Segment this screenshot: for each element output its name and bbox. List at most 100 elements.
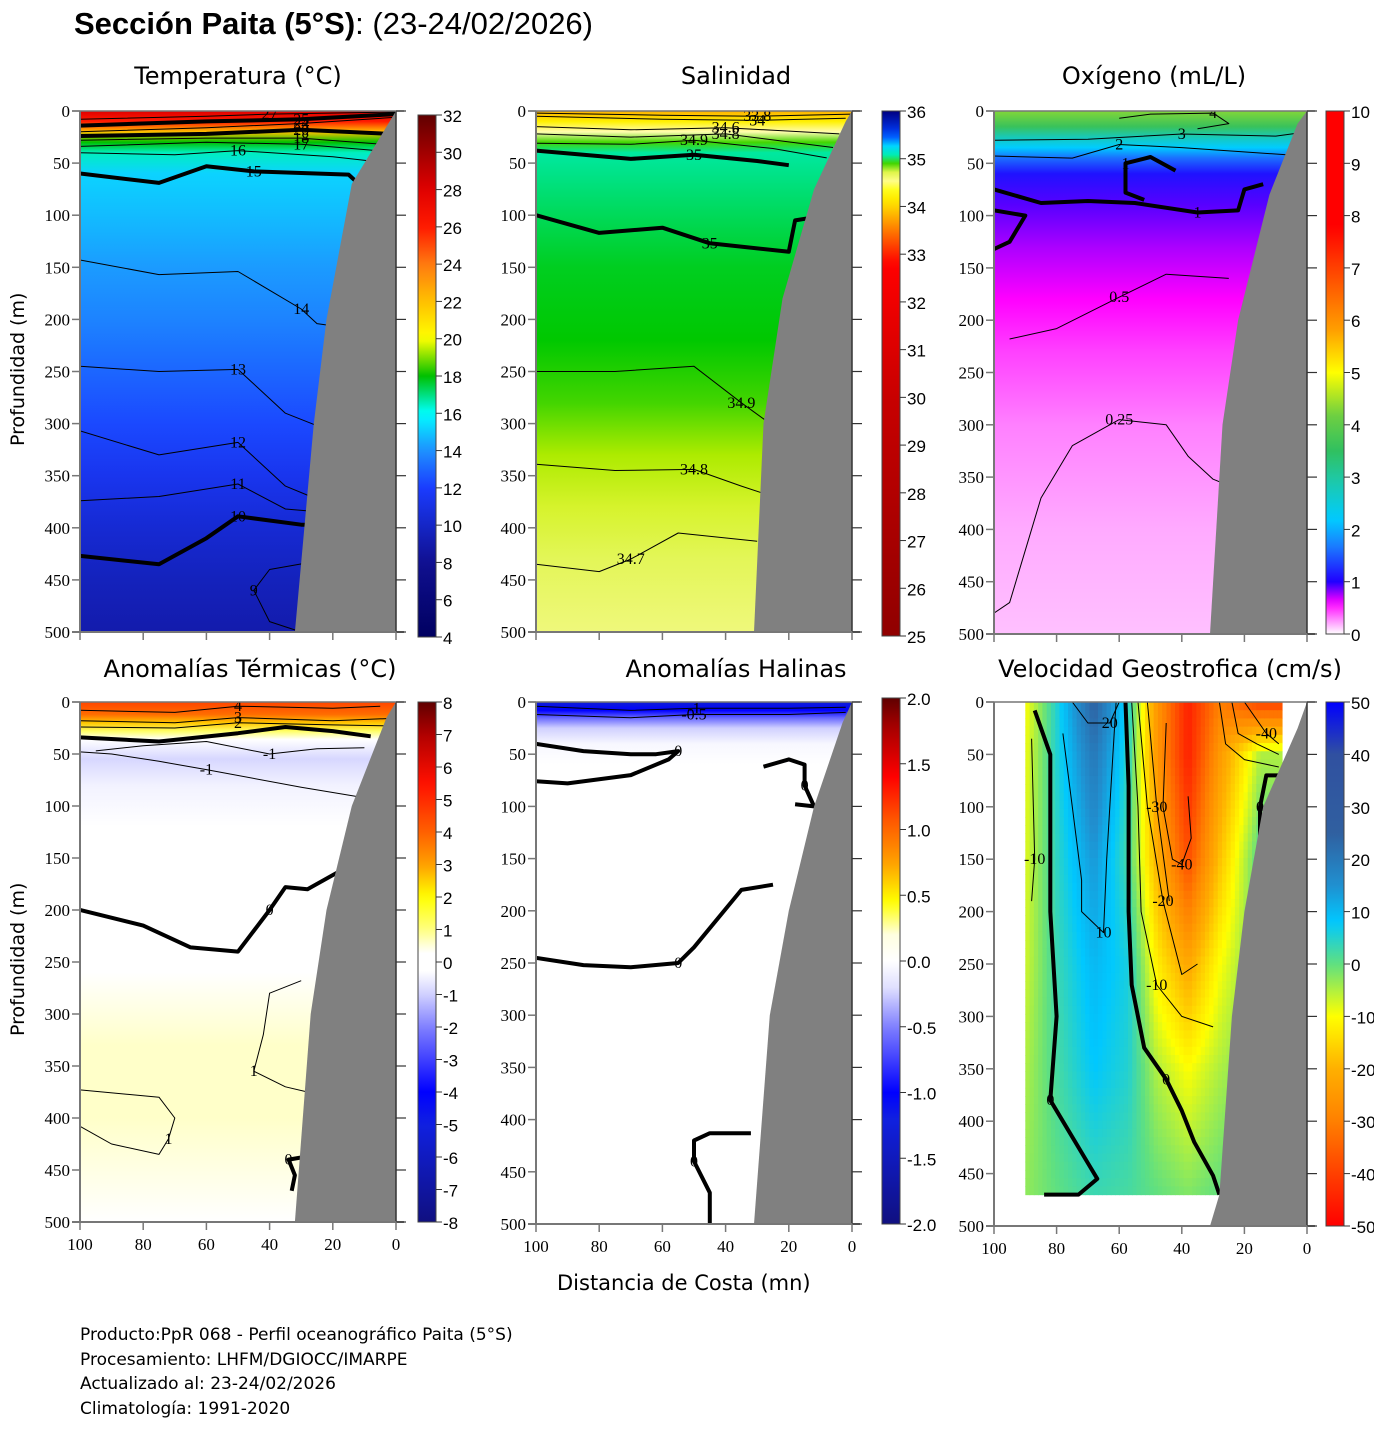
heatmap-cell bbox=[1132, 849, 1138, 859]
heatmap-cell bbox=[1192, 702, 1198, 711]
heatmap-cell bbox=[1025, 1038, 1031, 1048]
heatmap-cell bbox=[1046, 702, 1052, 711]
heatmap-cell bbox=[1080, 1030, 1086, 1040]
heatmap-cell bbox=[1059, 702, 1065, 711]
heatmap-cell bbox=[1055, 1178, 1061, 1187]
heatmap-cell bbox=[1204, 792, 1210, 802]
heatmap-cell bbox=[1093, 751, 1099, 761]
heatmap-cell bbox=[1080, 1145, 1086, 1155]
heatmap-cell bbox=[1050, 792, 1056, 802]
heatmap-cell bbox=[1187, 1137, 1193, 1146]
heatmap-cell bbox=[1187, 1145, 1193, 1155]
heatmap-cell bbox=[1068, 1153, 1073, 1163]
heatmap-cell bbox=[1153, 1137, 1159, 1146]
heatmap-cell bbox=[1273, 710, 1279, 720]
heatmap-cell bbox=[1132, 1087, 1138, 1097]
heatmap-cell bbox=[1063, 1186, 1069, 1196]
heatmap-cell bbox=[1145, 1063, 1150, 1073]
heatmap-cell bbox=[1072, 751, 1078, 761]
heatmap-cell bbox=[1076, 1013, 1082, 1023]
heatmap-cell bbox=[1260, 767, 1266, 777]
heatmap-cell bbox=[1200, 702, 1206, 711]
y-tick-label: 250 bbox=[959, 955, 985, 974]
heatmap-cell bbox=[1204, 751, 1210, 761]
heatmap-cell bbox=[1085, 849, 1091, 859]
heatmap-cell bbox=[1226, 1030, 1232, 1040]
heatmap-cell bbox=[1217, 931, 1223, 941]
heatmap-cell bbox=[1033, 1005, 1039, 1015]
heatmap-cell bbox=[1042, 915, 1048, 925]
heatmap-cell bbox=[1230, 833, 1236, 843]
colorbar-tick-label: 16 bbox=[443, 405, 462, 424]
heatmap-cell bbox=[1140, 1071, 1146, 1081]
heatmap-cell bbox=[1038, 964, 1044, 974]
heatmap-cell bbox=[1145, 948, 1150, 958]
heatmap-cell bbox=[1055, 1030, 1061, 1040]
heatmap-cell bbox=[1243, 825, 1249, 834]
contour-line-25 bbox=[80, 112, 396, 128]
heatmap-cell bbox=[1063, 1046, 1069, 1056]
heatmap-cell bbox=[1157, 734, 1163, 744]
heatmap-cell bbox=[1042, 743, 1048, 752]
colorbar-tick-label: 34 bbox=[907, 198, 926, 217]
heatmap-cell bbox=[1166, 702, 1172, 711]
heatmap-cell bbox=[1183, 718, 1189, 728]
heatmap-cell bbox=[1179, 1005, 1185, 1015]
heatmap-cell bbox=[1068, 726, 1073, 736]
heatmap-cell bbox=[1033, 1087, 1039, 1097]
heatmap-cell bbox=[1153, 849, 1159, 859]
heatmap-cell bbox=[1217, 1030, 1223, 1040]
contour-line-35 bbox=[536, 213, 815, 254]
heatmap-cell bbox=[1068, 1145, 1073, 1155]
heatmap-cell bbox=[1183, 1038, 1189, 1048]
heatmap-cell bbox=[1204, 775, 1210, 785]
heatmap-cell bbox=[1123, 907, 1129, 917]
heatmap-cell bbox=[1157, 1071, 1163, 1081]
heatmap-cell bbox=[1200, 808, 1206, 818]
heatmap-cell bbox=[1042, 997, 1048, 1007]
y-tick-label: 300 bbox=[45, 415, 71, 434]
heatmap-cell bbox=[1093, 899, 1099, 908]
heatmap-cell bbox=[1247, 775, 1253, 785]
heatmap-cell bbox=[1080, 1178, 1086, 1187]
heatmap-cell bbox=[1076, 931, 1082, 941]
heatmap-cell bbox=[1153, 940, 1159, 949]
heatmap-cell bbox=[1068, 899, 1073, 908]
heatmap-cell bbox=[1204, 931, 1210, 941]
heatmap-cell bbox=[1093, 997, 1099, 1007]
heatmap-cell bbox=[1153, 1022, 1159, 1031]
heatmap-cell bbox=[1183, 907, 1189, 917]
heatmap-cell bbox=[1089, 1104, 1095, 1114]
heatmap-cell bbox=[1093, 1120, 1099, 1130]
heatmap-cell bbox=[1183, 734, 1189, 744]
heatmap-cell bbox=[1170, 882, 1176, 892]
heatmap-cell bbox=[1149, 1030, 1155, 1040]
heatmap-cell bbox=[1277, 743, 1283, 752]
heatmap-cell bbox=[1175, 743, 1180, 752]
heatmap-cell bbox=[1175, 890, 1180, 900]
heatmap-cell bbox=[1136, 1178, 1142, 1187]
heatmap-cell bbox=[1102, 866, 1108, 875]
x-tick-label: 20 bbox=[324, 1235, 341, 1254]
heatmap-cell bbox=[1127, 1186, 1133, 1196]
heatmap-cell bbox=[1046, 1022, 1052, 1031]
heatmap-cell bbox=[1213, 964, 1219, 974]
heatmap-cell bbox=[1085, 1145, 1091, 1155]
heatmap-cell bbox=[1093, 923, 1099, 933]
heatmap-cell bbox=[1145, 1005, 1150, 1015]
heatmap-cell bbox=[1196, 931, 1202, 941]
y-tick-label: 350 bbox=[45, 467, 71, 486]
heatmap-cell bbox=[1209, 800, 1215, 810]
heatmap-cell bbox=[1025, 734, 1031, 744]
heatmap-cell bbox=[1187, 1055, 1193, 1064]
heatmap-cell bbox=[1072, 743, 1078, 752]
heatmap-cell bbox=[1209, 775, 1215, 785]
heatmap-cell bbox=[1102, 1096, 1108, 1105]
heatmap-cell bbox=[1068, 931, 1073, 941]
heatmap-cell bbox=[1196, 874, 1202, 884]
heatmap-cell bbox=[1192, 1030, 1198, 1040]
heatmap-cell bbox=[1115, 808, 1121, 818]
heatmap-cell bbox=[1149, 857, 1155, 867]
heatmap-cell bbox=[1162, 743, 1168, 752]
heatmap-cell bbox=[1239, 710, 1245, 720]
